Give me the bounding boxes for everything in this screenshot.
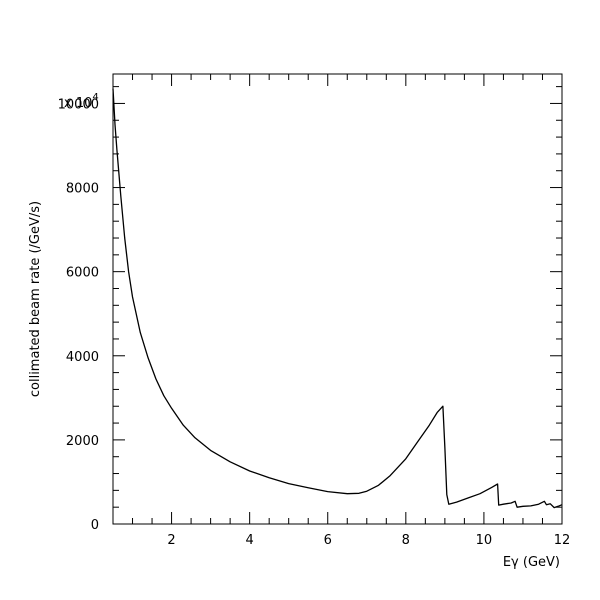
- plot-frame: [112, 73, 563, 525]
- y-tick-label: 8000: [66, 182, 99, 197]
- y-axis-multiplier: x 104: [64, 92, 99, 111]
- y-tick-label: 4000: [66, 350, 99, 365]
- x-tick-label: 10: [476, 533, 493, 548]
- y-tick-label: 10000: [58, 97, 99, 112]
- y-tick-label: 6000: [66, 266, 99, 281]
- x-axis-title: Eγ (GeV): [503, 555, 560, 570]
- x-tick-label: 6: [324, 533, 332, 548]
- x-axis-tick-labels: 2 4 6 8 10 12: [167, 533, 570, 548]
- x-axis-ticks: [112, 74, 563, 524]
- y-tick-label: 0: [91, 518, 99, 533]
- x-tick-label: 8: [402, 533, 410, 548]
- y-axis-title: collimated beam rate (/GeV/s): [28, 201, 43, 397]
- x-tick-label: 4: [246, 533, 254, 548]
- x-tick-label: 2: [167, 533, 175, 548]
- y-tick-label: 2000: [66, 434, 99, 449]
- y-axis-tick-labels: 0 2000 4000 6000 8000 10000: [58, 97, 99, 533]
- y-axis-multiplier-base: x 10: [64, 96, 92, 111]
- y-axis-ticks: [113, 86, 562, 525]
- rate-series-line: [112, 88, 563, 509]
- x-tick-label: 12: [554, 533, 571, 548]
- y-axis-multiplier-exponent: 4: [92, 92, 98, 103]
